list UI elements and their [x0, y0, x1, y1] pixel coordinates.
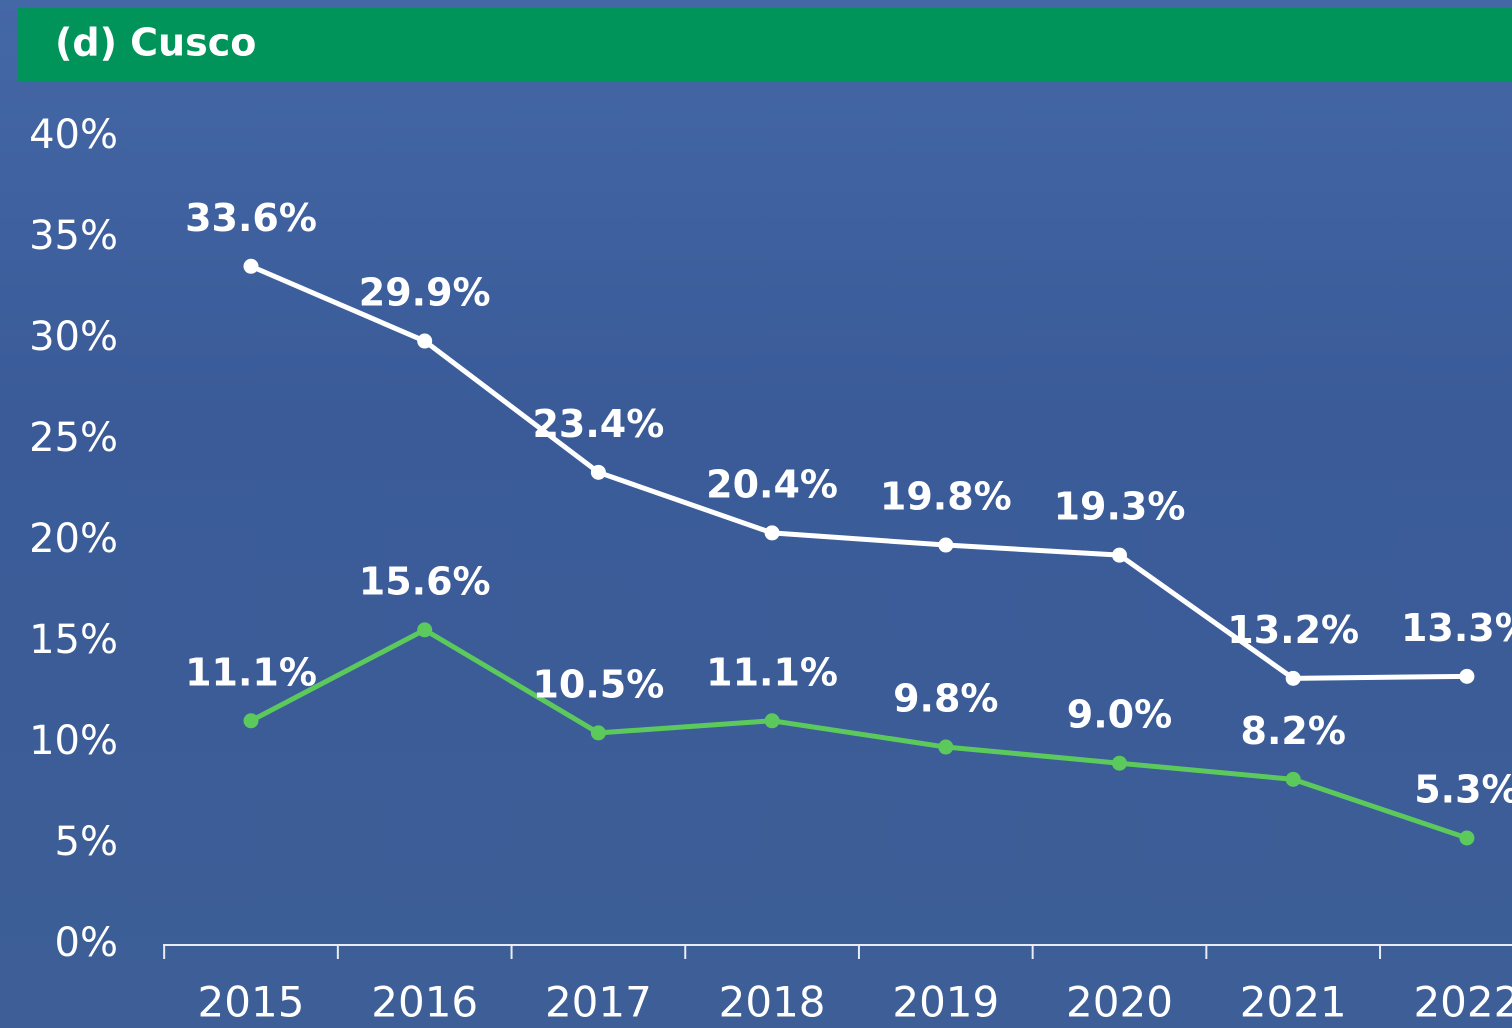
data-label: 19.3% [1054, 485, 1186, 529]
y-tick-label: 35% [29, 213, 118, 259]
page: (d) Cusco 0% 5% 10% 15% 20% 25% 30% 35% 40% 2015 2… [0, 0, 1512, 1028]
y-tick-label: 25% [29, 415, 118, 461]
data-label: 20.4% [706, 462, 838, 506]
data-label: 5.3% [1414, 767, 1512, 811]
data-point [1113, 756, 1127, 770]
x-tick-label: 2018 [719, 978, 826, 1027]
data-point [1286, 772, 1300, 786]
x-tick-label: 2021 [1240, 978, 1347, 1027]
data-point [765, 714, 779, 728]
x-tick-label: 2017 [545, 978, 652, 1027]
data-point [418, 623, 432, 637]
y-tick-label: 30% [29, 314, 118, 360]
data-label: 11.1% [706, 650, 838, 694]
y-tick-label: 10% [29, 718, 118, 764]
data-point [1460, 831, 1474, 845]
data-point [1460, 669, 1474, 683]
data-point [1286, 671, 1300, 685]
data-label: 33.6% [185, 196, 317, 240]
data-label: 11.1% [185, 650, 317, 694]
x-tick-label: 2015 [198, 978, 305, 1027]
data-label: 9.0% [1067, 693, 1172, 737]
data-point [418, 334, 432, 348]
data-label: 23.4% [532, 402, 664, 446]
data-point [1113, 548, 1127, 562]
x-tick-label: 2022 [1413, 978, 1512, 1027]
chart-title: (d) Cusco [55, 21, 256, 65]
data-point [244, 714, 258, 728]
data-label: 19.8% [880, 475, 1012, 519]
data-label: 9.8% [893, 677, 998, 721]
data-label: 13.2% [1227, 608, 1359, 652]
data-point [591, 726, 605, 740]
data-point [765, 526, 779, 540]
data-label: 13.3% [1401, 606, 1512, 650]
y-tick-label: 0% [55, 920, 118, 966]
data-label: 15.6% [359, 559, 491, 603]
x-tick-label: 2020 [1066, 978, 1173, 1027]
y-tick-label: 15% [29, 617, 118, 663]
y-tick-label: 40% [29, 112, 118, 158]
y-tick-label: 20% [29, 516, 118, 562]
data-point [939, 538, 953, 552]
data-label: 8.2% [1241, 709, 1346, 753]
y-tick-label: 5% [55, 819, 118, 865]
data-point [939, 740, 953, 754]
chart: (d) Cusco 0% 5% 10% 15% 20% 25% 30% 35% 40% 2015 2… [0, 0, 1512, 1028]
x-tick-label: 2019 [892, 978, 999, 1027]
data-label: 29.9% [359, 271, 491, 315]
data-label: 10.5% [532, 662, 664, 706]
x-tick-label: 2016 [371, 978, 478, 1027]
data-point [591, 465, 605, 479]
data-point [244, 259, 258, 273]
